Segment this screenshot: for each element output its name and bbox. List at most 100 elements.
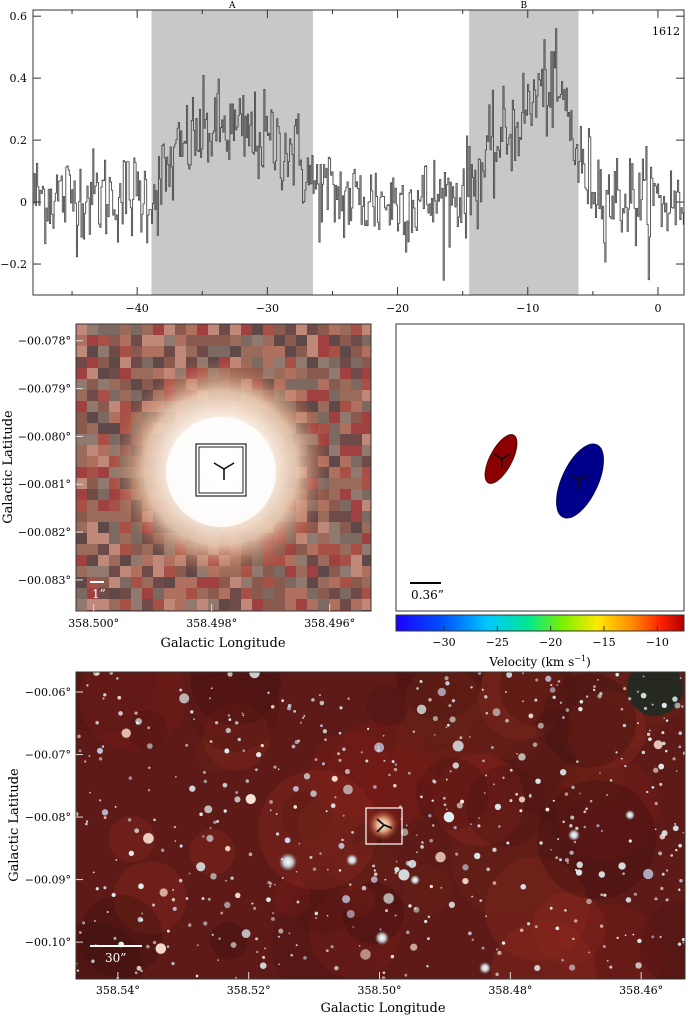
star: [256, 950, 259, 954]
nebula-patch: [639, 900, 685, 979]
colorbar-label: Velocity (km s−1): [488, 654, 591, 669]
zoom-pixel: [362, 599, 371, 610]
star: [203, 779, 207, 784]
zoom-pixel: [120, 379, 131, 390]
zoom-pixel: [263, 346, 274, 357]
zoom-pixel: [329, 445, 340, 456]
zoom-pixel: [362, 379, 371, 390]
zoom-pixel: [340, 489, 351, 500]
zoom-pixel: [153, 368, 164, 379]
star: [578, 792, 581, 795]
star: [235, 791, 239, 794]
star: [643, 706, 648, 711]
star: [152, 903, 156, 907]
zoom-pixel: [76, 588, 87, 599]
star: [573, 919, 578, 923]
zoom-pixel: [109, 335, 120, 346]
zoom-pixel: [98, 544, 109, 555]
zoom-pixel: [219, 588, 230, 599]
star: [118, 711, 123, 716]
nebula-patch: [499, 672, 576, 727]
star: [407, 771, 411, 775]
star: [473, 852, 481, 860]
star: [338, 731, 342, 735]
star: [649, 729, 651, 732]
zoom-pixel: [263, 566, 274, 577]
star: [166, 929, 170, 933]
nebula-patch: [108, 816, 155, 863]
star: [322, 729, 328, 734]
colorbar: [395, 614, 685, 632]
star: [659, 935, 662, 939]
star: [478, 817, 480, 820]
zoom-pixel: [153, 555, 164, 566]
zoom-pixel: [109, 423, 120, 434]
zoom-pixel: [340, 324, 351, 335]
zoom-image-panel: 1” 358.500° 358.498° 358.496° −00.078° −00.0…: [1, 323, 372, 651]
star: [537, 722, 544, 729]
star: [185, 897, 189, 900]
zoom-xlabel: Galactic Longitude: [160, 636, 285, 651]
star: [294, 740, 299, 745]
star: [309, 855, 313, 859]
star: [628, 839, 632, 843]
star: [495, 972, 499, 976]
star: [654, 801, 658, 806]
star: [681, 705, 684, 708]
zoom-pixel: [175, 610, 186, 611]
star: [455, 852, 459, 856]
star: [426, 965, 429, 968]
zoom-pixel: [98, 489, 109, 500]
zoom-pixel: [340, 379, 351, 390]
star: [462, 877, 469, 885]
wide-ylabel: Galactic Latitude: [7, 768, 22, 882]
zoom-pixel: [351, 599, 362, 610]
star: [201, 897, 205, 900]
star: [102, 697, 105, 700]
star: [557, 838, 560, 840]
zoom-pixel: [164, 335, 175, 346]
star: [248, 852, 253, 857]
star: [672, 825, 679, 832]
star: [325, 949, 329, 953]
zoom-pixel: [351, 379, 362, 390]
star: [682, 831, 685, 834]
star: [522, 672, 524, 675]
star: [452, 740, 464, 752]
star: [408, 904, 412, 908]
zoom-pixel: [362, 390, 371, 401]
star: [393, 767, 398, 772]
colorbar-tick-label: −10: [646, 636, 669, 649]
star: [555, 856, 559, 860]
zoom-pixel: [197, 599, 208, 610]
zoom-pixel: [340, 368, 351, 379]
zoom-pixel: [120, 588, 131, 599]
zoom-pixel: [329, 544, 340, 555]
star: [420, 795, 423, 799]
star: [632, 933, 635, 936]
star: [618, 862, 626, 870]
star: [189, 785, 196, 792]
zoom-y-tick-label: −00.079°: [18, 383, 71, 396]
star: [159, 888, 168, 897]
star: [552, 695, 556, 699]
star: [337, 752, 341, 756]
zoom-pixel: [208, 346, 219, 357]
wide-image-panel: 30” 358.54° 358.52° 358.50° 358.48° 358.46° −…: [7, 671, 686, 1015]
bright-star: [375, 931, 389, 945]
wide-x-tick-label: 358.46°: [619, 984, 663, 997]
star: [95, 721, 99, 725]
star: [564, 909, 567, 912]
zoom-pixel: [340, 412, 351, 423]
zoom-pixel: [153, 357, 164, 368]
star: [635, 962, 642, 969]
star: [641, 750, 646, 755]
zoom-pixel: [142, 368, 153, 379]
star: [394, 914, 397, 917]
zoom-pixel: [230, 588, 241, 599]
star: [609, 965, 613, 969]
star: [101, 809, 109, 816]
zoom-x-tick-label: 358.496°: [304, 617, 355, 630]
maser-marker-icon: [213, 462, 235, 480]
star: [576, 861, 583, 869]
